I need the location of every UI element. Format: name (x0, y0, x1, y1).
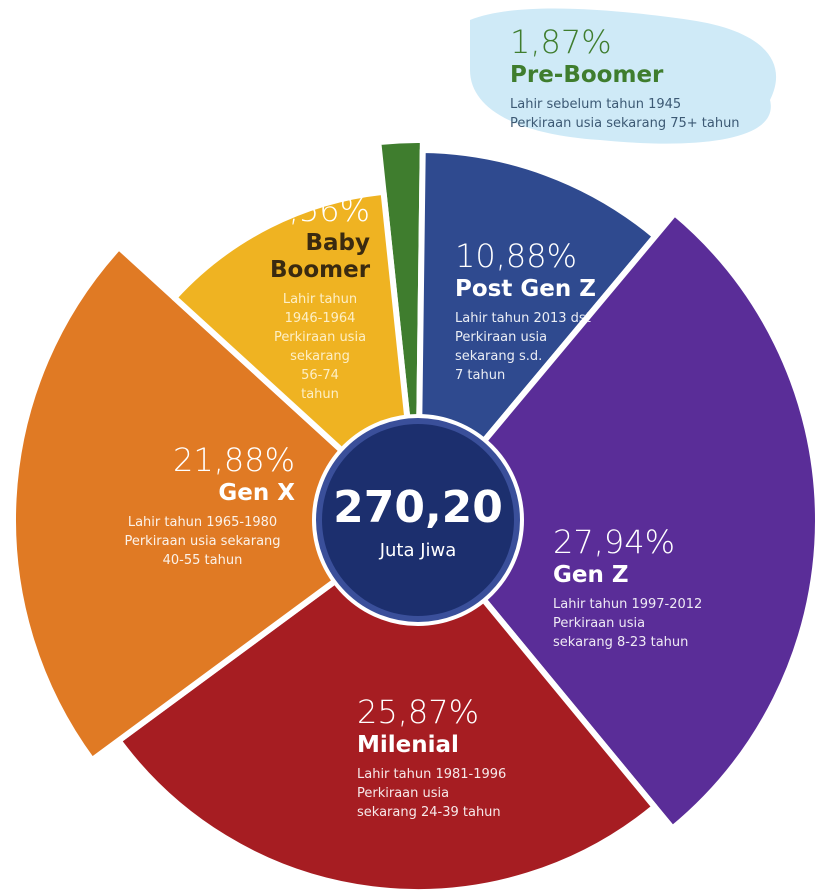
category-name: Milenial (357, 732, 577, 759)
description-line: sekarang 24-39 tahun (357, 803, 577, 822)
description-line: 40-55 tahun (110, 551, 295, 570)
category-name: Pre-Boomer (510, 62, 790, 89)
description-line: sekarang 8-23 tahun (553, 633, 773, 652)
description-line: Perkiraan usia (455, 328, 655, 347)
description-line: Lahir sebelum tahun 1945 (510, 95, 790, 114)
category-name: Gen X (110, 480, 295, 507)
description-line: Lahir tahun 2013 dst (455, 309, 655, 328)
value-label: 1,87% (510, 22, 790, 62)
description-line: tahun (270, 385, 370, 404)
category-name: Baby Boomer (270, 230, 370, 284)
value-label: 27,94% (553, 522, 773, 562)
description-line: Lahir tahun 1997-2012 (553, 595, 773, 614)
description-line: Lahir tahun 1965-1980 (110, 513, 295, 532)
description-line: sekarang s.d. (455, 347, 655, 366)
description-line: 7 tahun (455, 366, 655, 385)
value-label: 10,88% (455, 236, 655, 276)
value-label: 11,56% (240, 190, 370, 230)
description-line: Perkiraan usia (270, 328, 370, 347)
center-label: Juta Jiwa (318, 540, 518, 561)
description-line: Perkiraan usia (553, 614, 773, 633)
description-line: sekarang (270, 347, 370, 366)
description-line: Lahir tahun (270, 290, 370, 309)
description-line: Perkiraan usia sekarang (110, 532, 295, 551)
center-value: 270,20 (318, 482, 518, 533)
description-line: Perkiraan usia sekarang 75+ tahun (510, 114, 790, 133)
description-line: 1946-1964 (270, 309, 370, 328)
value-label: 21,88% (110, 440, 295, 480)
description-line: Lahir tahun 1981-1996 (357, 765, 577, 784)
description-line: 56-74 (270, 366, 370, 385)
infographic: 270,20 Juta Jiwa 1,87%Pre-Boomer Lahir se… (0, 0, 836, 894)
category-name: Gen Z (553, 562, 773, 589)
description-line: Perkiraan usia (357, 784, 577, 803)
value-label: 25,87% (357, 692, 577, 732)
category-name: Post Gen Z (455, 276, 655, 303)
